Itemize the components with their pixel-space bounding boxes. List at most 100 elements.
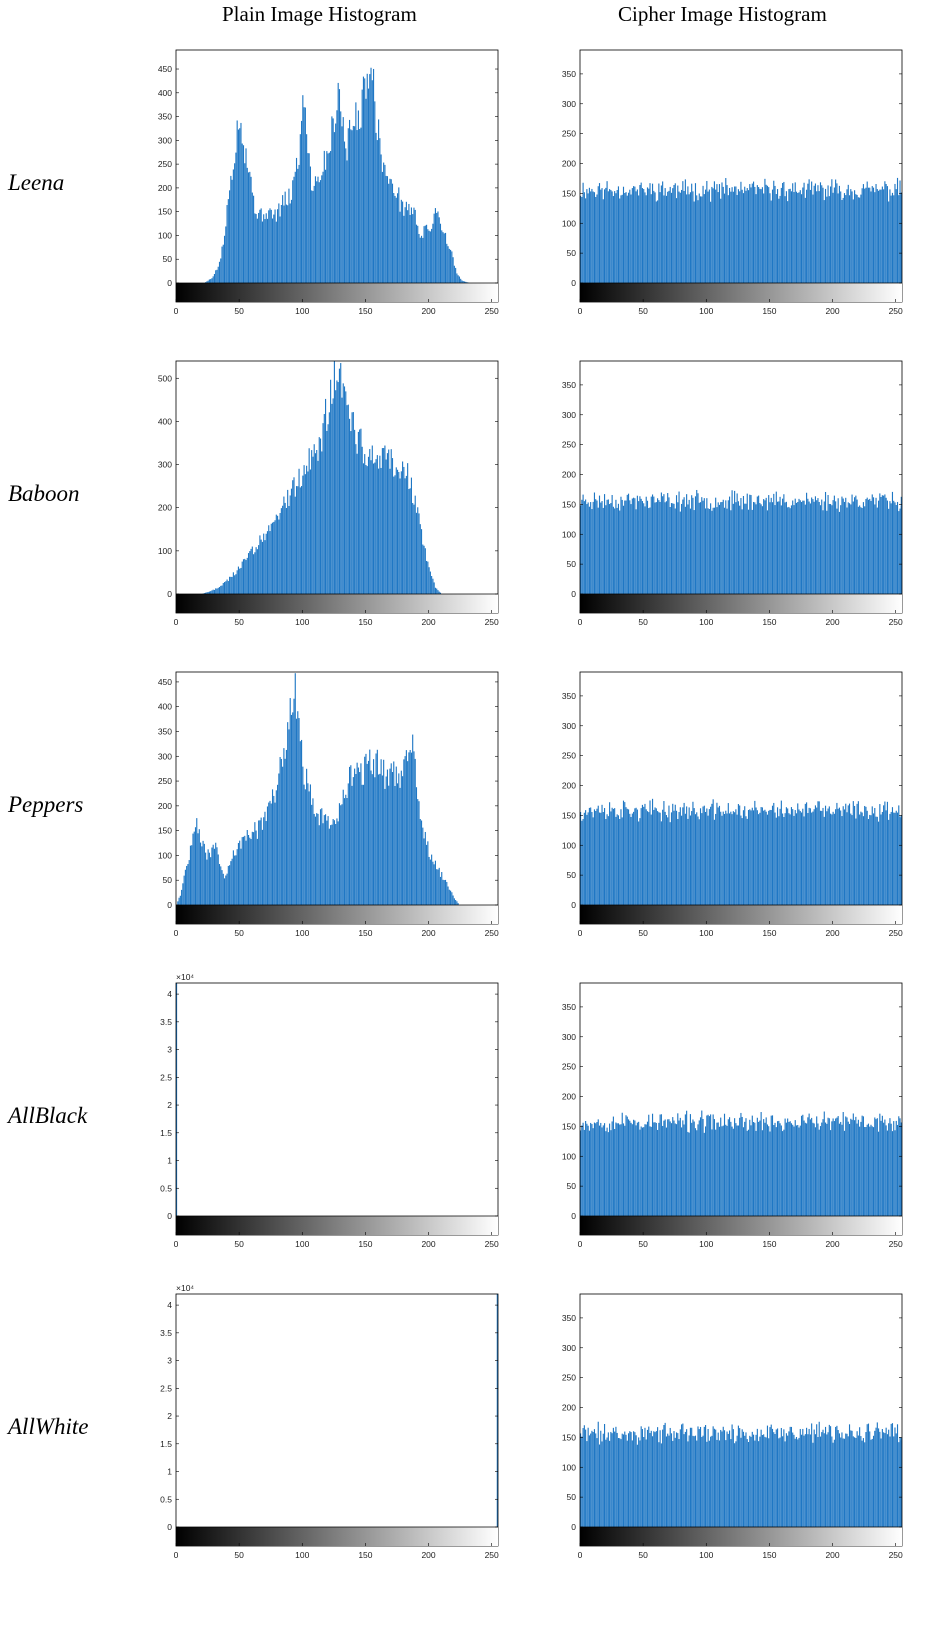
histogram-bar <box>776 189 779 283</box>
histogram-bar <box>372 759 375 905</box>
x-tick-label: 0 <box>174 1550 179 1560</box>
histogram-bar <box>211 590 213 594</box>
histogram-bar <box>590 502 592 594</box>
histogram-bar <box>619 198 621 283</box>
histogram-bar <box>177 901 179 905</box>
histogram-bar <box>758 1121 760 1216</box>
histogram-bar <box>422 544 424 594</box>
histogram-bar <box>237 129 239 283</box>
histogram-bar <box>870 815 872 905</box>
histogram-bar <box>770 810 772 905</box>
histogram-bar <box>830 813 832 905</box>
histogram-bar <box>763 193 765 283</box>
histogram-bar <box>418 513 420 594</box>
histogram-bar <box>872 1435 875 1527</box>
histogram-bar <box>188 860 190 905</box>
histogram-bar <box>443 880 445 905</box>
histogram-bar <box>588 1435 590 1527</box>
histogram-bar <box>689 508 691 594</box>
histogram-bar <box>867 819 870 905</box>
histogram-bar <box>867 187 870 283</box>
histogram-bar <box>799 1428 801 1527</box>
histogram-bar <box>753 1122 755 1216</box>
histogram-bar <box>797 803 799 905</box>
histogram-bar <box>740 1437 742 1527</box>
histogram-bar <box>870 191 872 283</box>
histogram-bar <box>301 120 303 283</box>
histogram-bar <box>638 821 640 905</box>
histogram-bar <box>860 507 862 594</box>
histogram-bar <box>356 762 358 905</box>
histogram-bar <box>426 844 428 905</box>
histogram-bar <box>816 1116 818 1216</box>
histogram-bar <box>795 191 798 283</box>
histogram-bar <box>359 128 361 283</box>
histogram-bar <box>875 1427 877 1527</box>
histogram-bar <box>664 188 666 283</box>
histogram-bar <box>663 494 665 594</box>
histogram-bar <box>660 1114 662 1216</box>
histogram-bar <box>665 1436 667 1527</box>
histogram-bar <box>722 1125 724 1216</box>
y-tick-label: 3.5 <box>160 1017 172 1027</box>
histogram-bar <box>876 816 878 905</box>
x-tick-label: 100 <box>699 306 713 316</box>
histogram-bar <box>794 1438 796 1527</box>
histogram-bar <box>872 813 875 905</box>
x-tick-label: 200 <box>825 617 839 627</box>
histogram-bar <box>635 191 637 283</box>
histogram-bar <box>457 275 459 283</box>
histogram-bar <box>633 497 635 594</box>
histogram-bar <box>203 593 205 594</box>
histogram-bar <box>614 191 616 283</box>
histogram-bar <box>405 475 407 594</box>
histogram-bar <box>886 1434 888 1527</box>
histogram-bar <box>648 1426 650 1527</box>
histogram-bar <box>191 845 193 905</box>
y-tick-label: 350 <box>562 691 576 701</box>
histogram-bar <box>336 818 338 905</box>
histogram-bar <box>754 800 756 905</box>
histogram-bar <box>664 1119 666 1216</box>
histogram-bar <box>590 1122 592 1216</box>
histogram-bar <box>819 1126 822 1216</box>
histogram-bar <box>687 1131 689 1216</box>
histogram-bar <box>678 1439 680 1527</box>
histogram-bar <box>322 423 324 594</box>
histogram-bar <box>823 501 825 594</box>
histogram-bar <box>645 1439 647 1527</box>
histogram-bar <box>240 567 242 594</box>
histogram-bar <box>250 176 252 283</box>
histogram-bar <box>378 774 380 905</box>
histogram-bar <box>356 453 358 594</box>
histogram-bar <box>374 101 376 283</box>
histogram-bar <box>741 189 743 283</box>
histogram-bar <box>684 813 686 905</box>
histogram-bar <box>812 499 814 594</box>
histogram-bar <box>415 787 418 905</box>
histogram-bar <box>337 82 339 283</box>
histogram-bar <box>244 163 246 283</box>
histogram-bar <box>813 185 815 283</box>
histogram-bar <box>259 535 261 594</box>
histogram-bar <box>806 189 808 283</box>
histogram-bar <box>184 869 186 905</box>
histogram-bar <box>269 531 271 594</box>
histogram-bar <box>660 492 662 594</box>
histogram-bar <box>706 498 708 594</box>
histogram-bar <box>739 1117 741 1216</box>
y-tick-label: 150 <box>562 1432 576 1442</box>
histogram-bar <box>794 498 796 594</box>
histogram-bar <box>638 501 640 594</box>
histogram-bar <box>225 875 227 905</box>
histogram-bar <box>649 183 651 283</box>
histogram-bar <box>861 812 863 905</box>
histogram-bar <box>776 807 779 905</box>
histogram-bar <box>657 811 659 905</box>
histogram-bar <box>313 444 315 594</box>
histogram-bar <box>746 818 748 905</box>
histogram-bar <box>869 814 871 905</box>
histogram-bar <box>381 775 383 905</box>
histogram-bar <box>851 191 853 283</box>
histogram-bar <box>370 67 372 283</box>
